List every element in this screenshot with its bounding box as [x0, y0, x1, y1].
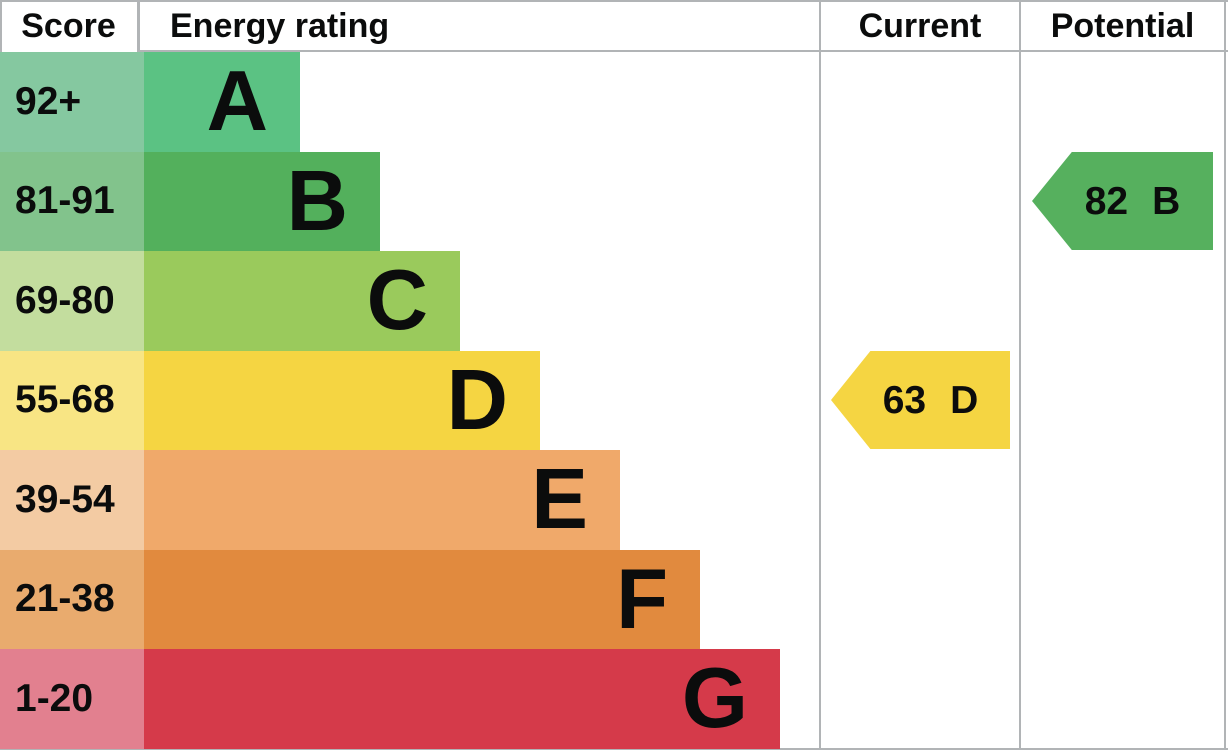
potential-column-divider	[1019, 0, 1021, 750]
band-bar: E	[144, 450, 620, 550]
score-column-divider	[137, 0, 140, 52]
band-score-range: 55-68	[0, 350, 144, 450]
band-row: 1-20 G	[0, 649, 1228, 749]
band-row: 81-91 B	[0, 151, 1228, 251]
current-rating-arrow: 63 D	[831, 351, 1010, 449]
chart-bottom-border	[0, 748, 1228, 750]
band-row: 39-54 E	[0, 450, 1228, 550]
band-bar: A	[144, 52, 300, 152]
band-score-range: 39-54	[0, 450, 144, 550]
band-letter: C	[366, 253, 428, 349]
chart-left-border	[0, 0, 2, 52]
potential-rating-arrow: 82 B	[1032, 152, 1213, 250]
score-column-header: Score	[21, 6, 116, 45]
band-score-range: 81-91	[0, 151, 144, 251]
band-letter: A	[206, 54, 268, 150]
band-letter: B	[286, 153, 348, 249]
band-letter: D	[446, 352, 508, 448]
header-bottom-border	[140, 50, 1228, 52]
energy-rating-column-header: Energy rating	[170, 6, 390, 45]
chart-top-border	[0, 0, 1228, 2]
band-letter: E	[531, 452, 588, 548]
band-bar: G	[144, 649, 780, 749]
potential-column-header: Potential	[1050, 6, 1195, 45]
band-letter: G	[681, 651, 748, 747]
potential-rating-letter: B	[1152, 179, 1181, 223]
current-score-value: 63	[882, 378, 927, 422]
band-score-range: 21-38	[0, 549, 144, 649]
band-letter: F	[616, 551, 668, 647]
band-score-range: 69-80	[0, 251, 144, 351]
current-rating-letter: D	[950, 378, 979, 422]
chart-right-border	[1224, 0, 1226, 750]
band-bar: F	[144, 549, 700, 649]
band-row: 69-80 C	[0, 251, 1228, 351]
band-bar: C	[144, 251, 460, 351]
band-bar: B	[144, 151, 380, 251]
band-bar: D	[144, 350, 540, 450]
potential-score-value: 82	[1084, 179, 1129, 223]
band-row: 92+ A	[0, 52, 1228, 152]
band-row: 55-68 D	[0, 350, 1228, 450]
band-row: 21-38 F	[0, 549, 1228, 649]
band-score-range: 1-20	[0, 649, 144, 749]
current-column-header: Current	[858, 6, 982, 45]
current-column-divider	[819, 0, 821, 750]
band-score-range: 92+	[0, 52, 144, 152]
